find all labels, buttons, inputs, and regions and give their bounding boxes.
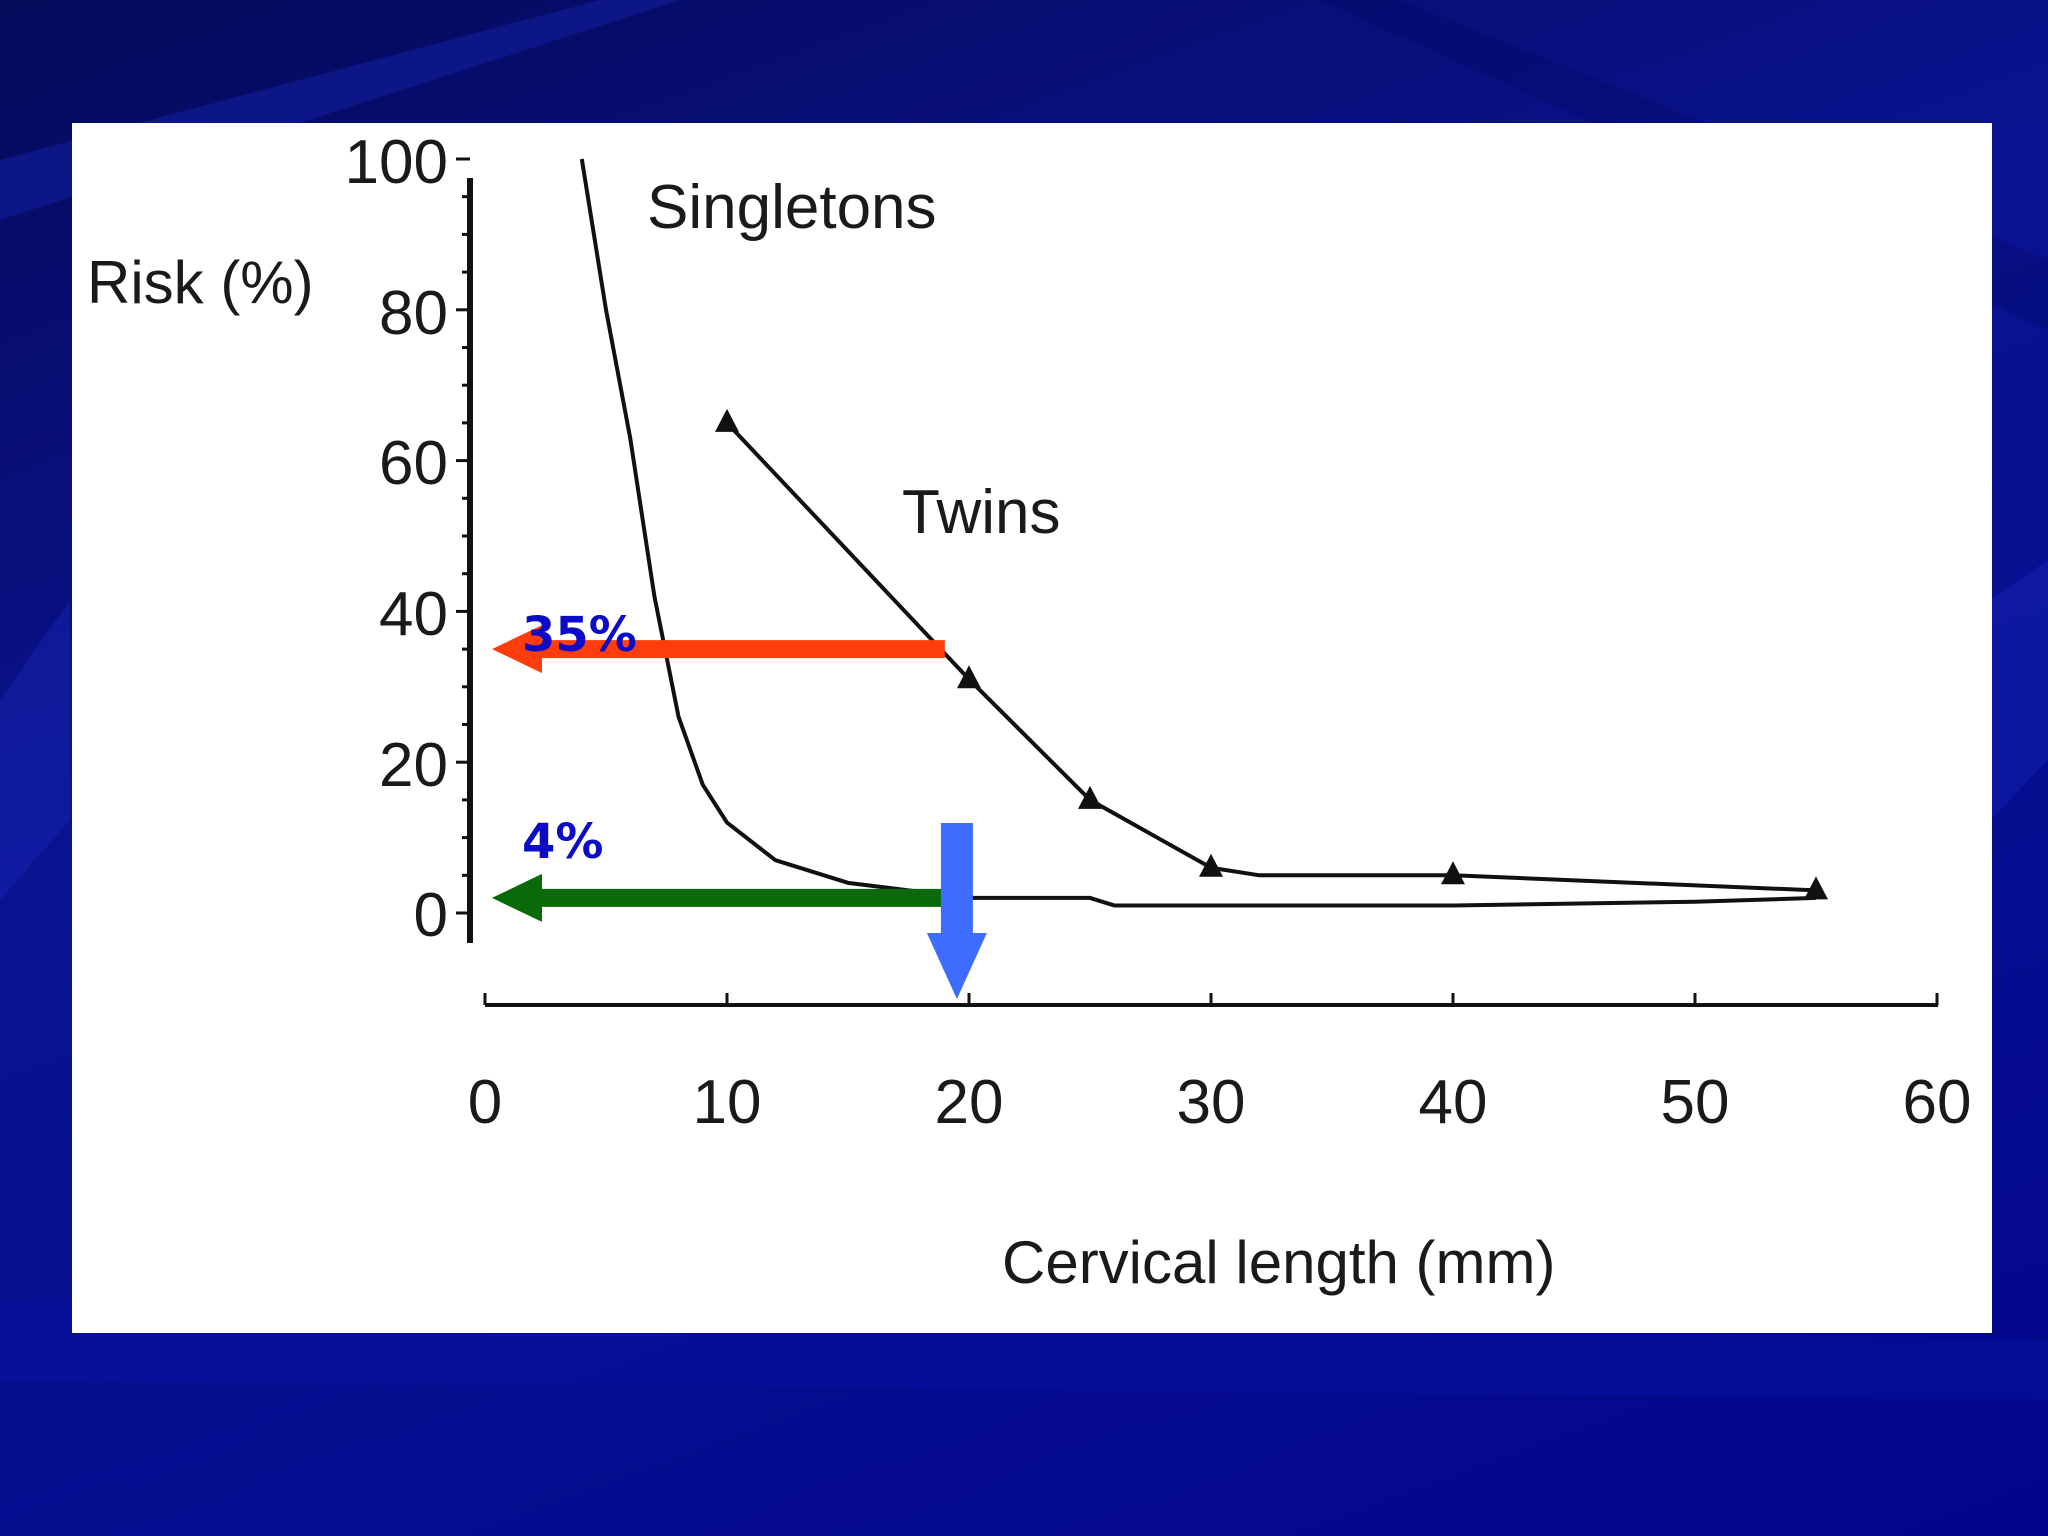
data-point-twins — [1199, 853, 1223, 877]
y-tick-label: 80 — [379, 279, 448, 348]
x-tick-label: 10 — [693, 1068, 762, 1137]
down-arrow-shaft — [940, 823, 973, 933]
series-label-twins: Twins — [902, 478, 1060, 547]
x-tick-labels: 0 10 20 30 40 50 60 — [468, 1068, 1972, 1137]
arrow-4-percent-head — [492, 873, 542, 922]
series-label-singletons: Singletons — [647, 173, 937, 242]
annotation-4-percent: 4% — [522, 814, 604, 870]
y-axis-title: Risk (%) — [87, 249, 314, 316]
annotation-35-percent: 35% — [522, 607, 637, 663]
x-tick-label: 30 — [1177, 1068, 1246, 1137]
chart-panel: 0 20 40 60 80 100 0 10 20 30 40 50 60 Ri… — [72, 123, 1992, 1333]
chart: 0 20 40 60 80 100 0 10 20 30 40 50 60 Ri… — [87, 128, 1972, 1296]
data-point-twins — [715, 408, 739, 432]
y-tick-label: 40 — [379, 580, 448, 649]
y-tick-label: 60 — [379, 429, 448, 498]
series-layer — [579, 158, 1828, 908]
down-arrow-head — [926, 933, 987, 999]
data-point-twins — [1441, 861, 1465, 885]
data-point-twins — [1804, 876, 1828, 900]
y-tick-label: 0 — [414, 881, 448, 950]
x-tick-label: 20 — [935, 1068, 1004, 1137]
x-tick-label: 50 — [1661, 1068, 1730, 1137]
x-tick-label: 60 — [1903, 1068, 1972, 1137]
y-tick-labels: 0 20 40 60 80 100 — [345, 128, 448, 950]
annotation-layer — [492, 625, 987, 999]
series-line-singletons — [579, 158, 1817, 908]
x-tick-label: 0 — [468, 1068, 502, 1137]
y-tick-label: 20 — [379, 731, 448, 800]
arrow-35-percent-head — [492, 625, 542, 674]
x-tick-marks — [483, 993, 1939, 1005]
x-tick-label: 40 — [1419, 1068, 1488, 1137]
y-tick-marks — [456, 157, 470, 915]
data-point-twins — [1078, 785, 1102, 809]
y-tick-label: 100 — [345, 128, 448, 197]
x-axis-title: Cervical length (mm) — [1002, 1229, 1555, 1296]
data-point-twins — [957, 665, 981, 689]
